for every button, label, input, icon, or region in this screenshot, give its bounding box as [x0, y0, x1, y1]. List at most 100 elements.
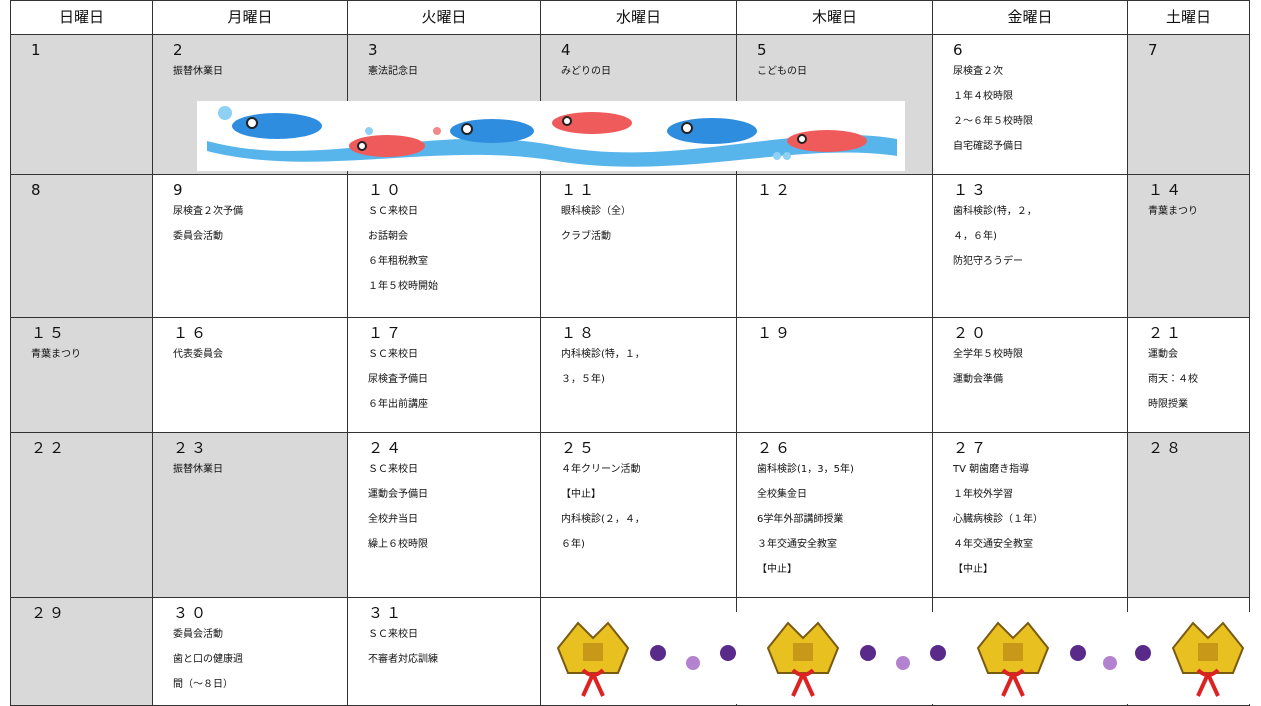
- day-cell: 9 尿検査２次予備 委員会活動: [152, 174, 348, 318]
- day-number: 7: [1148, 41, 1161, 59]
- event-text: ４，６年): [953, 231, 997, 242]
- day-cell: ２８: [1127, 432, 1250, 598]
- day-cell: ２４ ＳＣ来校日 運動会予備日 全校弁当日 繰上６校時限: [347, 432, 541, 598]
- event-text: １年校外学習: [953, 489, 1013, 500]
- event-text: １年４校時限: [953, 91, 1013, 102]
- koinobori-decoration: [197, 101, 905, 171]
- day-number: １７: [368, 324, 405, 342]
- weekday-header: 火曜日: [347, 0, 541, 35]
- week-row: １５ 青葉まつり １６ 代表委員会 １７ ＳＣ来校日 尿検査予備日 ６年出前講座 １８ 内科検診(…: [10, 317, 1250, 433]
- event-text: TV 朝歯磨き指導: [953, 464, 1030, 475]
- event-text: 運動会: [1148, 349, 1178, 360]
- day-number: １９: [757, 324, 794, 342]
- day-number: 6: [953, 41, 966, 59]
- day-cell: ３１ ＳＣ来校日 不審者対応訓練: [347, 597, 541, 706]
- day-number: 3: [368, 41, 381, 59]
- day-cell: ２３ 振替休業日: [152, 432, 348, 598]
- day-number: ２１: [1148, 324, 1185, 342]
- event-text: ４年交通安全教室: [953, 539, 1033, 550]
- event-text: １年５校時開始: [368, 281, 438, 292]
- event-text: 委員会活動: [173, 629, 223, 640]
- event-text: 6学年外部講師授業: [757, 514, 844, 525]
- day-cell: ２２: [10, 432, 153, 598]
- event-text: 憲法記念日: [368, 66, 418, 77]
- event-text: 繰上６校時限: [368, 539, 428, 550]
- event-text: 自宅確認予備日: [953, 141, 1023, 152]
- day-number: 5: [757, 41, 770, 59]
- event-text: 雨天：４校: [1148, 374, 1198, 385]
- event-text: 運動会準備: [953, 374, 1003, 385]
- day-number: ２９: [31, 604, 68, 622]
- event-text: ＳＣ来校日: [368, 629, 418, 640]
- day-cell: １８ 内科検診(特，１， ３，５年): [540, 317, 737, 433]
- event-text: 歯科検診(1，3，5年): [757, 464, 854, 475]
- day-cell: ２０ 全学年５校時限 運動会準備: [932, 317, 1128, 433]
- day-number: 4: [561, 41, 574, 59]
- day-number: ２３: [173, 439, 210, 457]
- event-text: 不審者対応訓練: [368, 654, 438, 665]
- day-number: ２６: [757, 439, 794, 457]
- event-text: 振替休業日: [173, 464, 223, 475]
- day-number: １３: [953, 181, 990, 199]
- event-text: 委員会活動: [173, 231, 223, 242]
- event-text: 全学年５校時限: [953, 349, 1023, 360]
- day-cell: １１ 眼科検診（全） クラブ活動: [540, 174, 737, 318]
- event-text: 代表委員会: [173, 349, 223, 360]
- day-cell: ２６ 歯科検診(1，3，5年) 全校集金日 6学年外部講師授業 ３年交通安全教室 【中止】: [736, 432, 933, 598]
- kabuto-decoration: [548, 612, 1253, 704]
- event-text: 【中止】: [561, 489, 601, 500]
- day-number: ２８: [1148, 439, 1185, 457]
- day-cell: ２９: [10, 597, 153, 706]
- event-text: 振替休業日: [173, 66, 223, 77]
- day-cell: １５ 青葉まつり: [10, 317, 153, 433]
- day-cell: １４ 青葉まつり: [1127, 174, 1250, 318]
- event-text: 全校弁当日: [368, 514, 418, 525]
- event-text: 【中止】: [757, 564, 797, 575]
- day-number: ２５: [561, 439, 598, 457]
- day-cell: １９: [736, 317, 933, 433]
- event-text: 歯科検診(特，２，: [953, 206, 1037, 217]
- day-number: １２: [757, 181, 794, 199]
- week-row: 8 9 尿検査２次予備 委員会活動 １０ ＳＣ来校日 お話朝会 ６年租税教室 １年５校時開始 １１…: [10, 174, 1250, 318]
- day-number: １１: [561, 181, 598, 199]
- event-text: 尿検査２次: [953, 66, 1003, 77]
- day-number: ３０: [173, 604, 210, 622]
- event-text: 防犯守ろうデー: [953, 256, 1023, 267]
- day-cell: １２: [736, 174, 933, 318]
- event-text: ＳＣ来校日: [368, 206, 418, 217]
- weekday-header: 月曜日: [152, 0, 348, 35]
- event-text: ６年出前講座: [368, 399, 428, 410]
- day-number: １８: [561, 324, 598, 342]
- day-number: 8: [31, 181, 44, 199]
- event-text: ３年交通安全教室: [757, 539, 837, 550]
- day-cell: ２７ TV 朝歯磨き指導 １年校外学習 心臓病検診（１年） ４年交通安全教室 【中止】: [932, 432, 1128, 598]
- event-text: 歯と口の健康週: [173, 654, 243, 665]
- day-cell: 7: [1127, 34, 1250, 175]
- day-number: 2: [173, 41, 186, 59]
- weekday-header: 金曜日: [932, 0, 1128, 35]
- day-number: ２２: [31, 439, 68, 457]
- day-number: １４: [1148, 181, 1185, 199]
- event-text: ４年クリーン活動: [561, 464, 641, 475]
- event-text: 眼科検診（全）: [561, 206, 631, 217]
- event-text: 内科検診(２，４，: [561, 514, 645, 525]
- event-text: 全校集金日: [757, 489, 807, 500]
- event-text: 【中止】: [953, 564, 993, 575]
- day-cell: １０ ＳＣ来校日 お話朝会 ６年租税教室 １年５校時開始: [347, 174, 541, 318]
- event-text: クラブ活動: [561, 231, 611, 242]
- event-text: 間（～８日）: [173, 679, 233, 690]
- day-cell: ３０ 委員会活動歯と口の健康週 間（～８日）: [152, 597, 348, 706]
- event-text: ６年租税教室: [368, 256, 428, 267]
- day-number: ２７: [953, 439, 990, 457]
- event-text: 時限授業: [1148, 399, 1188, 410]
- event-text: ３，５年): [561, 374, 605, 385]
- day-number: 1: [31, 41, 44, 59]
- day-number: １６: [173, 324, 210, 342]
- header-row: 日曜日 月曜日 火曜日 水曜日 木曜日 金曜日 土曜日: [10, 0, 1250, 35]
- day-number: ２４: [368, 439, 405, 457]
- weekday-header: 土曜日: [1127, 0, 1250, 35]
- day-number: １５: [31, 324, 68, 342]
- event-text: みどりの日: [561, 66, 611, 77]
